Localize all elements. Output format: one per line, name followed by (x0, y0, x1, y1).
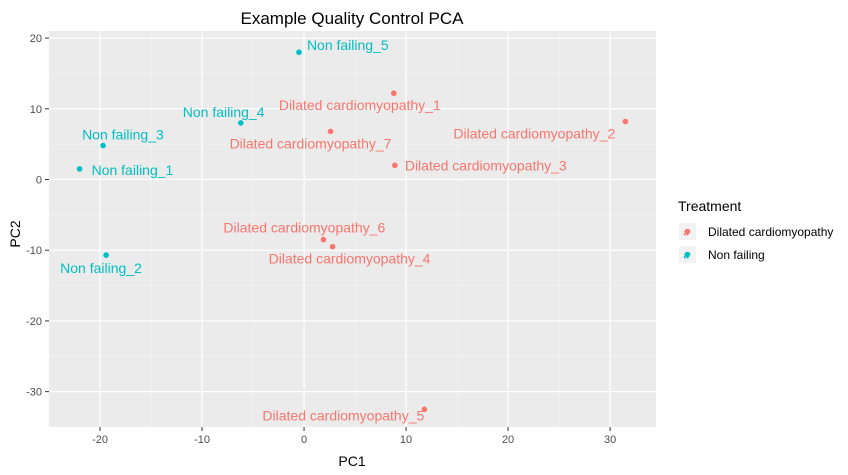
data-point (320, 236, 327, 243)
point-label: Dilated cardiomyopathy_5 (262, 407, 424, 423)
data-point (622, 118, 629, 125)
x-tick-label: 10 (400, 434, 412, 446)
y-tick-label: -10 (26, 245, 42, 257)
data-point (296, 49, 302, 56)
data-points (76, 49, 629, 413)
legend-label: Dilated cardiomyopathy (708, 225, 833, 239)
data-point (391, 90, 397, 97)
point-label: Non failing_4 (183, 104, 265, 120)
point-labels: Non failing_5 Dilated cardiomyopathy_1 Non… (60, 37, 615, 423)
x-tick-label: -20 (92, 434, 108, 446)
legend-marker (684, 251, 691, 258)
x-tick-label: 0 (301, 434, 307, 446)
y-tick-label: 10 (30, 104, 42, 116)
y-tick-label: 0 (36, 175, 42, 187)
data-point (392, 162, 398, 169)
data-point (327, 128, 334, 135)
y-tick-label: 20 (30, 33, 42, 45)
data-point (103, 252, 109, 258)
y-tick-label: -30 (26, 387, 42, 399)
x-tick-label: 30 (604, 434, 616, 446)
point-label: Dilated cardiomyopathy_7 (230, 135, 392, 151)
legend-glyph: a (683, 251, 689, 261)
plot-panel (49, 31, 656, 427)
data-point (421, 406, 428, 413)
x-axis-title: PC1 (338, 453, 365, 469)
data-point (329, 243, 336, 250)
point-label: Dilated cardiomyopathy_6 (223, 220, 385, 236)
data-point (76, 166, 83, 172)
axis-ticks: -20 -10 0 10 20 30 20 10 0 -10 -20 -30 (26, 33, 616, 446)
point-label: Non failing_2 (60, 260, 142, 276)
chart-title: Example Quality Control PCA (241, 9, 465, 28)
legend-entries: a Dilated cardiomyopathy a Non failing (679, 223, 833, 263)
point-label: Dilated cardiomyopathy_4 (269, 251, 431, 267)
major-gridlines (49, 31, 656, 427)
y-tick-label: -20 (26, 316, 42, 328)
data-point (237, 120, 244, 126)
data-point (100, 142, 106, 149)
point-label: Dilated cardiomyopathy_1 (279, 97, 441, 113)
point-label: Non failing_5 (307, 37, 389, 53)
legend-title: Treatment (678, 198, 741, 214)
legend-glyph: a (683, 228, 689, 238)
point-label: Non failing_1 (92, 162, 174, 178)
legend-label: Non failing (708, 248, 765, 262)
point-label: Dilated cardiomyopathy_3 (405, 157, 567, 173)
legend: Treatment a Dilated cardiomyopathy a Non fa… (678, 198, 833, 263)
x-tick-label: -10 (194, 434, 210, 446)
x-tick-label: 20 (502, 434, 514, 446)
point-label: Dilated cardiomyopathy_2 (453, 126, 615, 142)
legend-marker (684, 228, 691, 235)
minor-gridlines (48, 31, 656, 428)
point-label: Non failing_3 (82, 127, 164, 143)
y-axis-title: PC2 (7, 220, 23, 247)
